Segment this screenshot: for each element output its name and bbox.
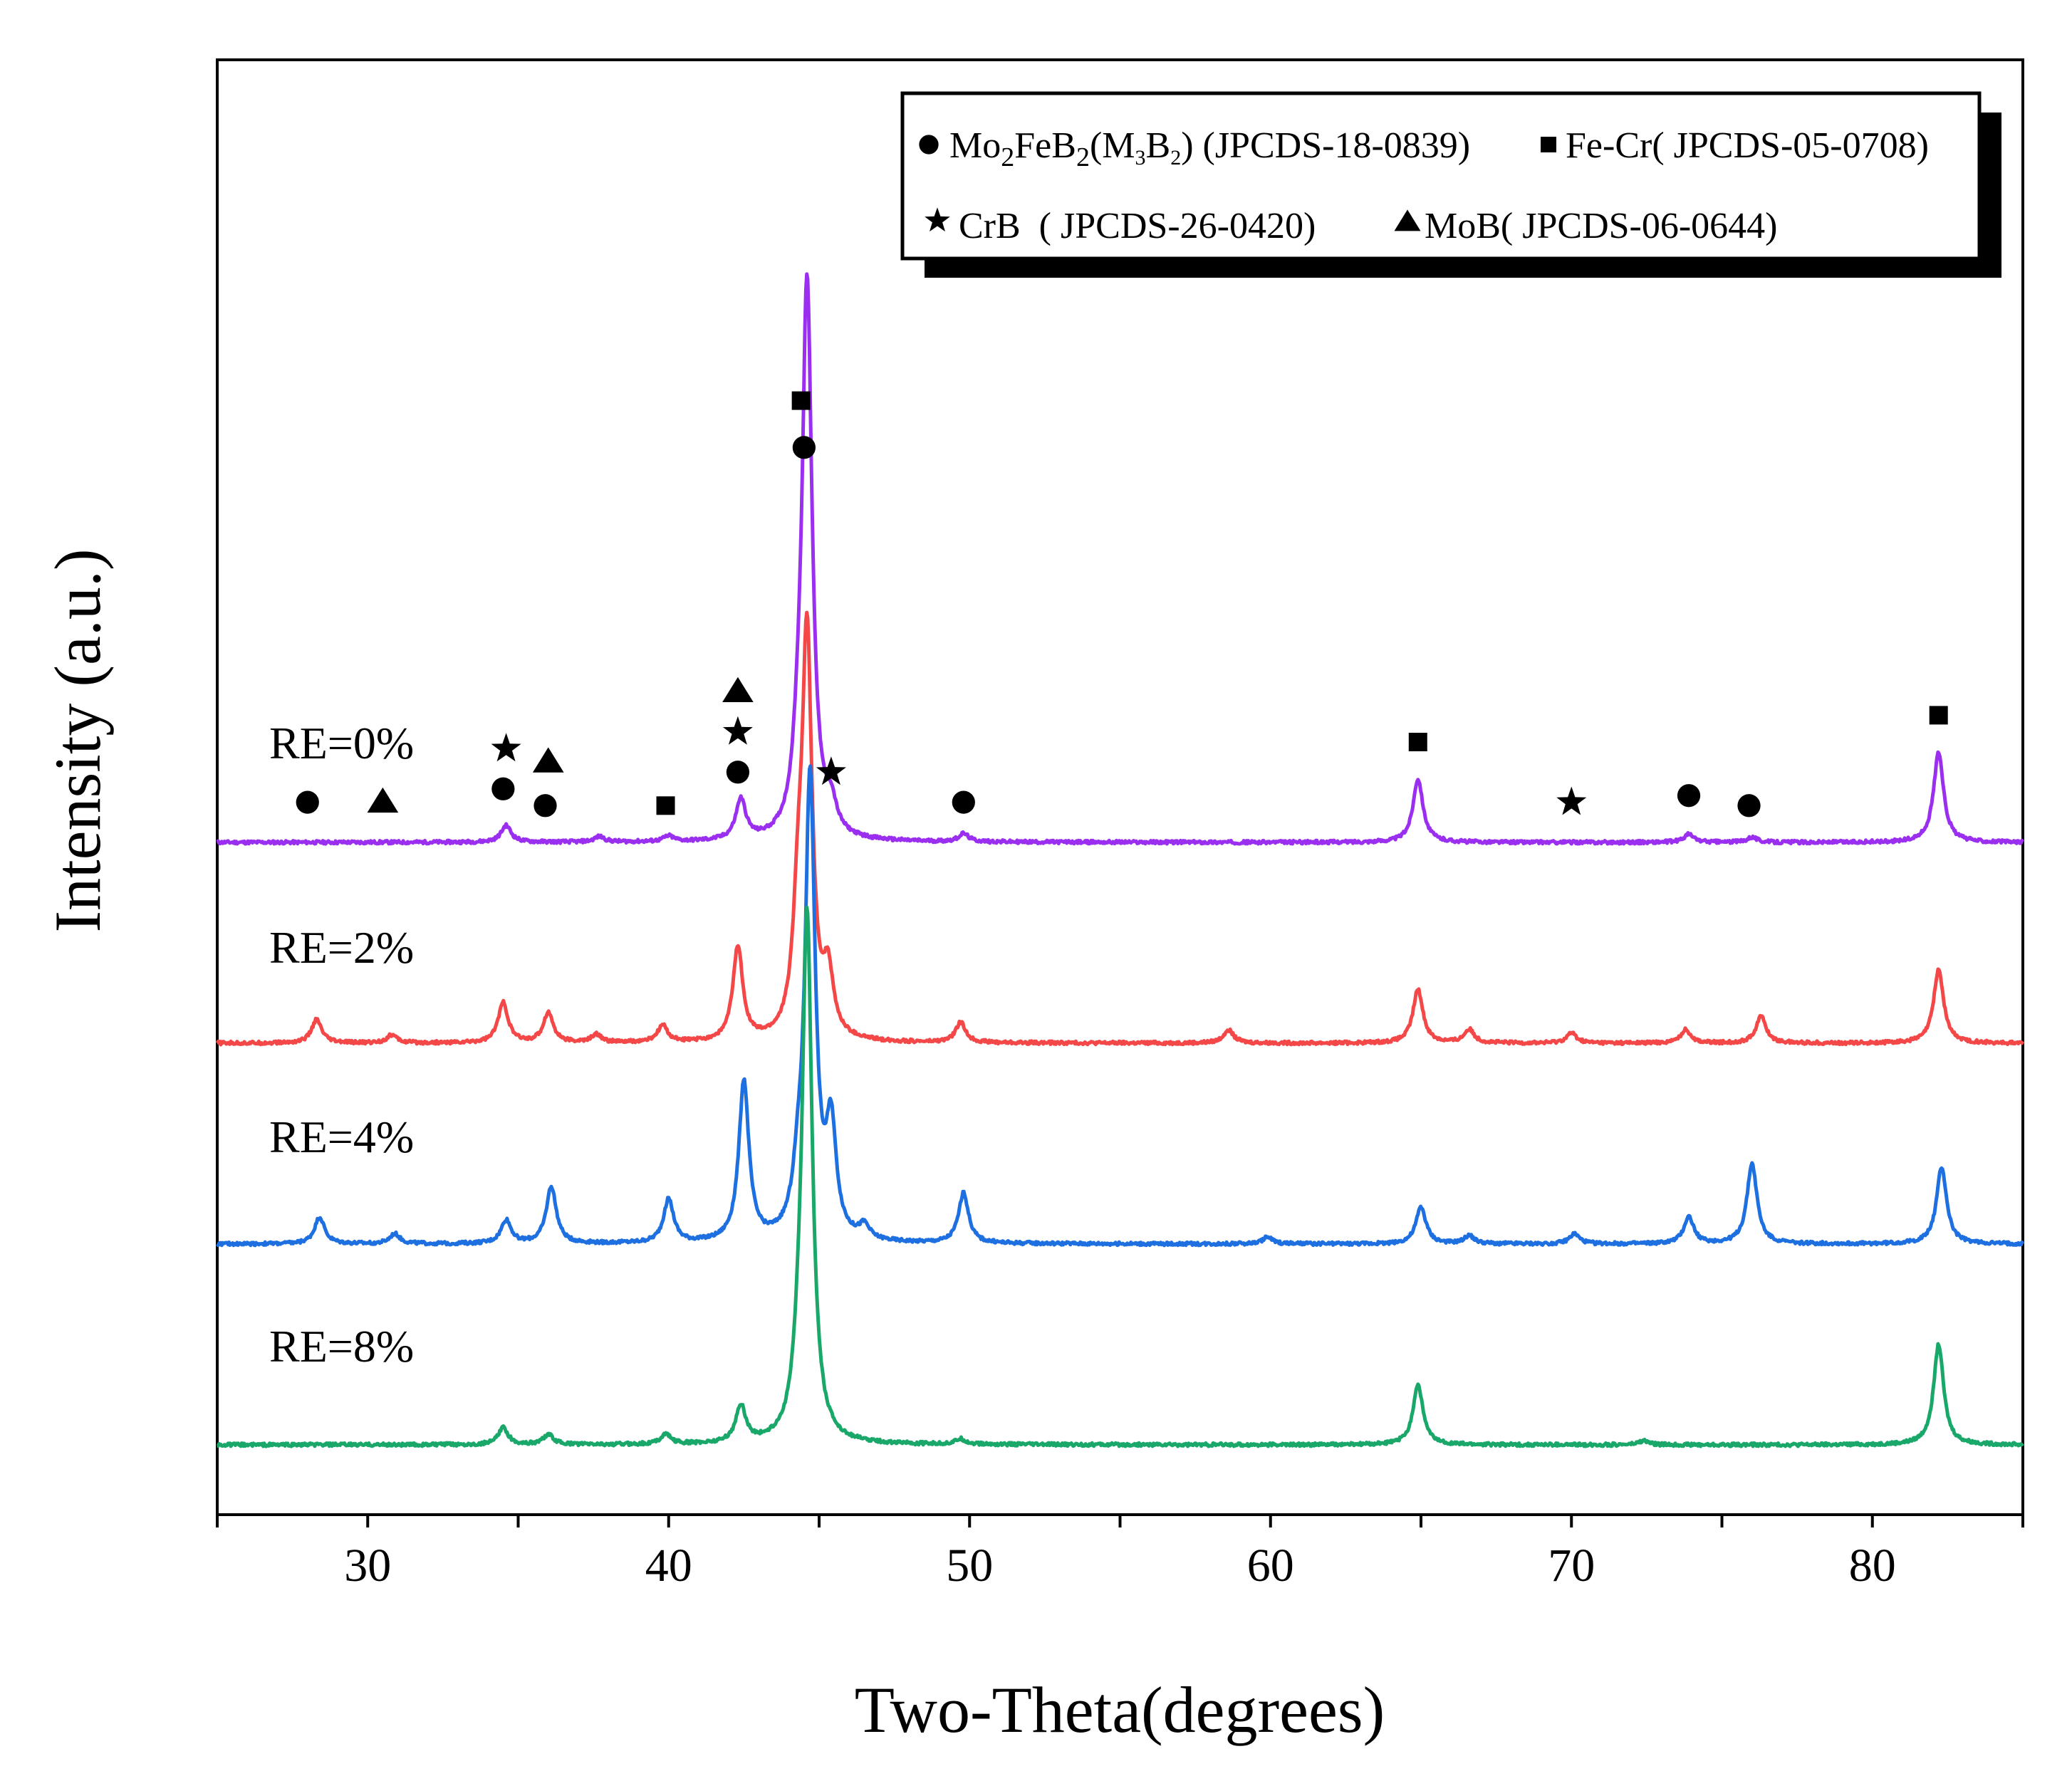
series-line-1	[215, 610, 2025, 1047]
marker-square-1	[791, 391, 811, 410]
legend-label-crb: CrB ( JPCDS-26-0420)	[959, 206, 1316, 246]
series-group	[215, 272, 2025, 1448]
marker-circle-0	[296, 790, 319, 814]
x-tick-label-50: 50	[946, 1540, 993, 1592]
marker-square-0	[656, 796, 675, 815]
marker-triangle-0	[367, 787, 399, 813]
legend: Mo2FeB2(M3B2) (JPCDS-18-0839) Fe-Cr( JPC…	[900, 91, 2001, 278]
series-labels: RE=0% RE=2% RE=4% RE=8%	[269, 718, 414, 1372]
marker-star-0	[491, 733, 521, 762]
legend-label-mob: MoB( JPCDS-06-0644)	[1425, 206, 1778, 246]
series-line-3	[216, 905, 2024, 1448]
legend-symbols	[919, 135, 1556, 232]
phase-markers	[296, 391, 1948, 818]
series-label-0: RE=0%	[269, 718, 414, 768]
x-tick-label-80: 80	[1849, 1540, 1896, 1592]
x-tick-label-70: 70	[1548, 1540, 1595, 1592]
marker-star-3	[1556, 786, 1587, 815]
marker-circle-6	[1677, 784, 1701, 808]
legend-symbol-circle	[919, 135, 939, 155]
legend-symbol-square	[1541, 137, 1556, 152]
x-tick-label-60: 60	[1247, 1540, 1294, 1592]
marker-star-1	[722, 716, 753, 745]
series-label-3: RE=8%	[269, 1321, 414, 1372]
legend-symbol-triangle	[1394, 209, 1421, 231]
marker-triangle-1	[532, 747, 564, 773]
x-axis-label: Two-Theta(degrees)	[855, 1673, 1385, 1746]
series-label-1: RE=2%	[269, 922, 414, 973]
y-axis-label: Intensity (a.u.)	[41, 548, 114, 932]
series-line-2	[216, 764, 2025, 1248]
marker-triangle-2	[722, 677, 754, 703]
plot-frame	[216, 58, 2024, 1516]
marker-square-2	[1408, 733, 1427, 751]
marker-circle-2	[533, 794, 557, 818]
marker-circle-4	[792, 436, 816, 459]
legend-symbol-star	[925, 207, 950, 232]
marker-circle-3	[726, 761, 750, 784]
marker-star-2	[816, 756, 846, 785]
marker-square-3	[1929, 706, 1948, 725]
x-tick-label-30: 30	[344, 1540, 391, 1592]
marker-circle-5	[952, 790, 975, 814]
marker-circle-1	[491, 777, 515, 800]
x-tick-label-40: 40	[645, 1540, 692, 1592]
legend-label-fecr: Fe-Cr( JPCDS-05-0708)	[1566, 125, 1929, 166]
legend-box	[900, 91, 1982, 261]
legend-label-mo2feb2: Mo2FeB2(M3B2) (JPCDS-18-0839)	[949, 125, 1470, 172]
series-label-2: RE=4%	[269, 1112, 414, 1162]
marker-circle-7	[1737, 794, 1761, 818]
x-axis-ticks: 30 40 50 60 70 80	[216, 1515, 2024, 1592]
series-line-0	[216, 272, 2025, 846]
